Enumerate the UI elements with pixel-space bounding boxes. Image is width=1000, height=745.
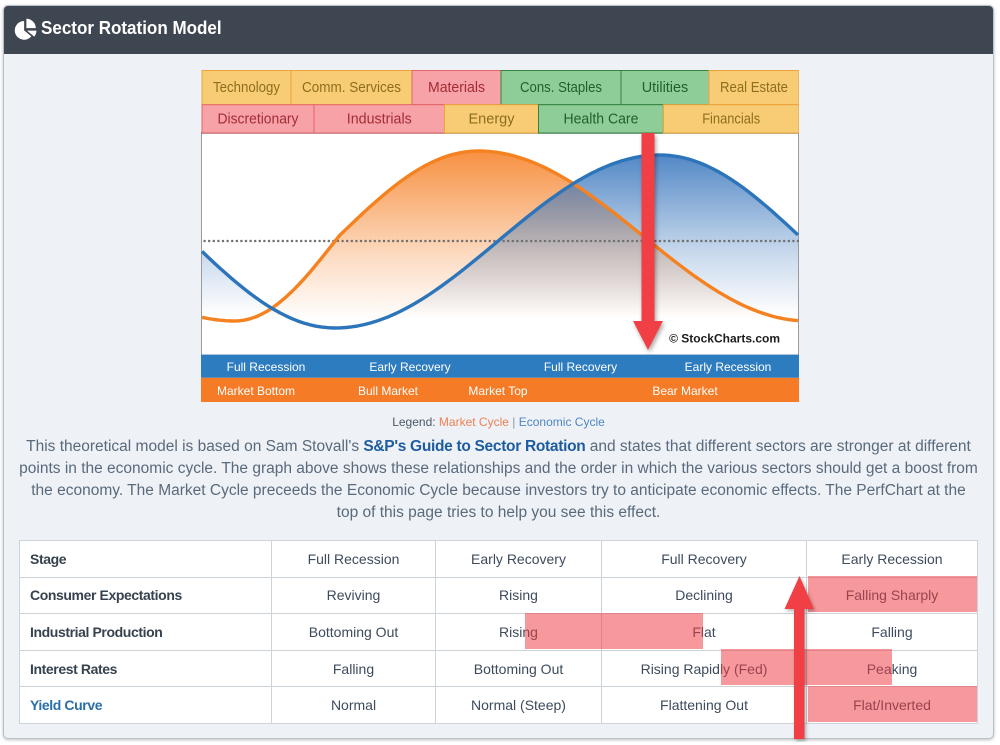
svg-text:Early Recession: Early Recession [685,360,772,374]
svg-text:Bull Market: Bull Market [358,384,419,398]
svg-text:Market Bottom: Market Bottom [217,384,295,398]
svg-text:Energy: Energy [469,110,515,127]
svg-text:Materials: Materials [428,79,485,96]
svg-text:Health Care: Health Care [563,110,638,127]
svg-text:Discretionary: Discretionary [218,110,299,127]
svg-text:Real Estate: Real Estate [720,79,788,96]
svg-text:Market Top: Market Top [468,384,527,398]
svg-text:Bear Market: Bear Market [652,384,718,398]
svg-text:Early Recovery: Early Recovery [369,360,450,374]
svg-text:Cons. Staples: Cons. Staples [520,79,602,96]
svg-text:Comm. Services: Comm. Services [302,79,401,96]
svg-text:Full Recession: Full Recession [227,360,306,374]
svg-text:Industrials: Industrials [347,110,412,127]
svg-text:© StockCharts.com: © StockCharts.com [669,332,780,346]
svg-text:Technology: Technology [213,79,280,96]
svg-text:Financials: Financials [702,110,760,127]
svg-text:Utilities: Utilities [642,79,689,96]
svg-text:Full Recovery: Full Recovery [544,360,617,374]
